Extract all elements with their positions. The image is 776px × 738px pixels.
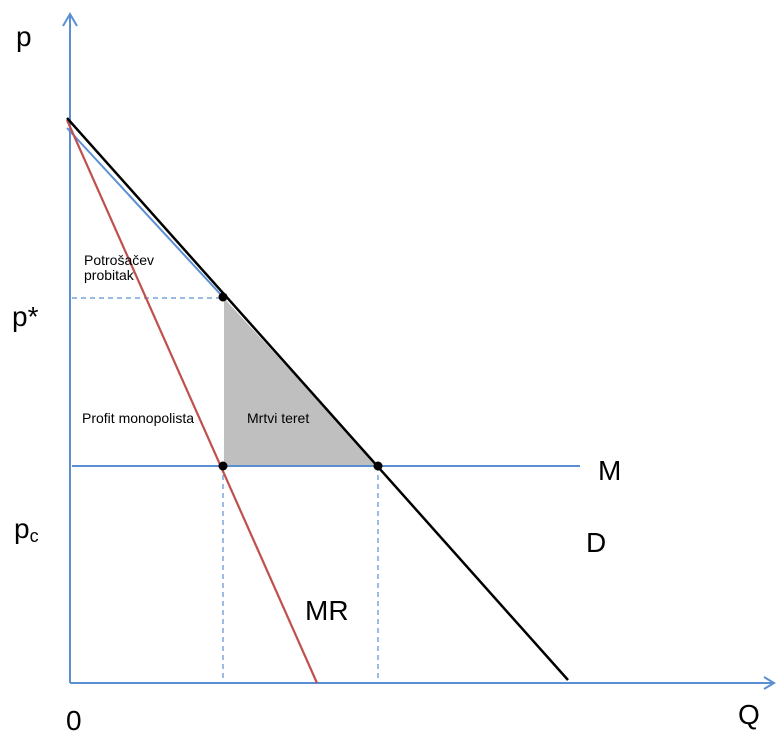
monopoly-profit-label: Profit monopolista — [82, 410, 194, 426]
p-c-subscript: c — [30, 526, 39, 546]
x-axis-label: Q — [738, 699, 760, 730]
demand-label: D — [586, 527, 606, 558]
p-c-base: p — [14, 513, 30, 544]
marginal-cost-label: M — [598, 455, 621, 486]
monopoly-quantity-point — [218, 461, 228, 471]
x-axis-arrow — [763, 676, 776, 690]
deadweight-loss-label: Mrtvi teret — [247, 410, 309, 426]
consumer-surplus-label-line2: probitak — [84, 267, 135, 283]
p-c-label: pc — [14, 513, 39, 546]
demand-blue-overlay — [66, 127, 224, 298]
origin-label: 0 — [66, 705, 82, 736]
y-axis-label: p — [16, 21, 32, 52]
marginal-revenue-label: MR — [305, 595, 349, 626]
p-star-label: p* — [12, 301, 39, 332]
y-axis-arrow — [62, 12, 78, 27]
consumer-surplus-label-line1: Potrošačev — [84, 252, 154, 268]
demand-line — [66, 117, 569, 681]
monopoly-price-point — [218, 292, 228, 302]
competitive-equilibrium-point — [373, 461, 383, 471]
marginal-revenue-line — [65, 119, 319, 684]
